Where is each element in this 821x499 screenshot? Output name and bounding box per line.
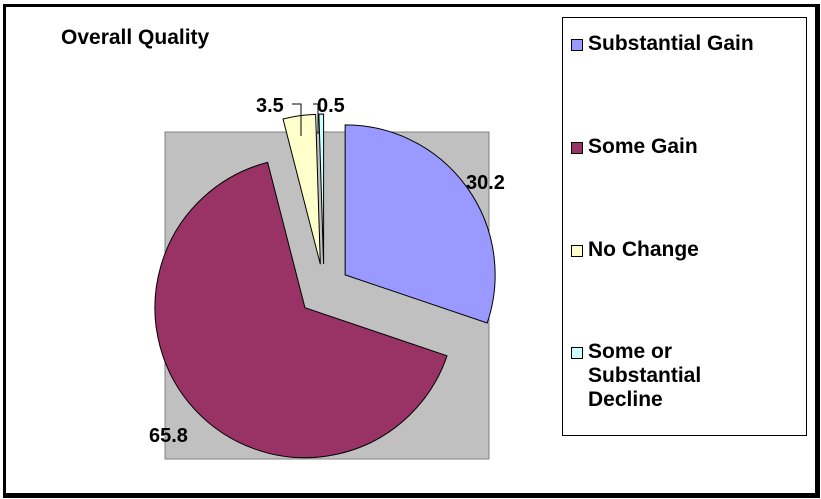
slice-no-change bbox=[282, 113, 321, 265]
legend-item-substantial-gain: Substantial Gain bbox=[571, 32, 808, 56]
legend-label: Substantial Gain bbox=[588, 32, 754, 55]
leader-line-decline bbox=[313, 103, 319, 134]
data-label: 65.8 bbox=[149, 425, 188, 447]
legend-label: Some Gain bbox=[588, 135, 698, 158]
legend-item-some-or-substantial-decline: Some or Substantial Decline bbox=[571, 340, 808, 412]
slice-some-gain bbox=[154, 161, 448, 459]
legend-swatch bbox=[571, 245, 583, 257]
legend-item-no-change: No Change bbox=[571, 238, 808, 262]
data-label: 30.2 bbox=[466, 172, 505, 194]
chart-title: Overall Quality bbox=[61, 26, 210, 49]
leader-lines bbox=[292, 103, 319, 136]
legend-label-line: Some or bbox=[588, 340, 673, 363]
legend-item-some-gain: Some Gain bbox=[571, 135, 808, 159]
legend-label-line: Substantial bbox=[588, 364, 702, 387]
legend-label: No Change bbox=[588, 238, 699, 261]
leader-line-no-change bbox=[292, 103, 302, 136]
slice-substantial-gain bbox=[344, 124, 496, 324]
legend-swatch bbox=[571, 347, 583, 359]
pie-slices bbox=[154, 113, 496, 459]
legend-label: Some or Substantial Decline bbox=[588, 340, 808, 412]
legend-swatch bbox=[571, 142, 583, 154]
legend: Substantial Gain Some Gain No Change Som… bbox=[562, 17, 807, 436]
legend-swatch bbox=[571, 39, 583, 51]
data-label: 0.5 bbox=[317, 95, 345, 117]
legend-label-line: Decline bbox=[588, 388, 663, 411]
slice-some-or-substantial-decline bbox=[318, 113, 325, 265]
data-label: 3.5 bbox=[256, 95, 284, 117]
